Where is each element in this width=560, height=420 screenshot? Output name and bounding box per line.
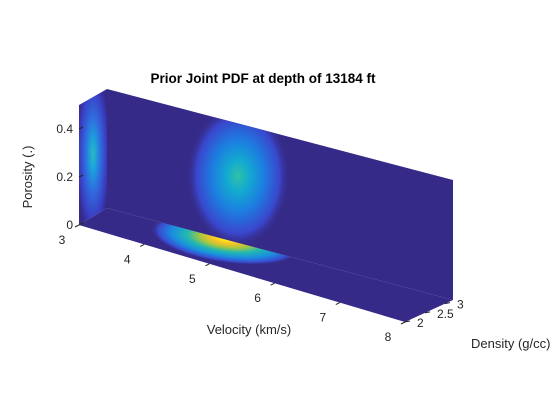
z-tick-label: 0.4	[56, 122, 73, 136]
y-tick-label: 2	[417, 316, 424, 330]
left-wall-slice	[79, 89, 107, 225]
z-axis-label: Porosity (.)	[20, 146, 35, 209]
x-tick	[205, 263, 210, 267]
y-tick	[444, 302, 451, 305]
x-tick-label: 6	[254, 291, 261, 305]
x-tick	[400, 321, 406, 325]
velocity-axis: 3 4 5 6 7 8	[59, 224, 406, 344]
z-tick	[78, 222, 84, 226]
y-tick	[424, 311, 431, 314]
x-axis-label: Velocity (km/s)	[207, 322, 292, 337]
x-tick-label: 3	[59, 233, 66, 247]
density-axis: 22.53	[404, 298, 464, 330]
x-tick	[74, 224, 80, 228]
x-tick-label: 8	[385, 330, 392, 344]
z-tick-label: 0	[66, 218, 73, 232]
x-tick-label: 7	[319, 311, 326, 325]
chart-title: Prior Joint PDF at depth of 13184 ft	[150, 71, 376, 86]
x-tick	[270, 282, 275, 286]
y-tick	[404, 320, 411, 323]
z-tick	[78, 174, 84, 178]
z-tick	[78, 126, 84, 130]
x-tick-label: 4	[124, 252, 131, 266]
x-tick	[335, 302, 341, 306]
y-axis-label: Density (g/cc)	[471, 336, 550, 351]
y-tick-label: 3	[457, 298, 464, 312]
back-wall-slice	[107, 89, 453, 300]
y-tick-label: 2.5	[437, 307, 454, 321]
x-tick-label: 5	[189, 272, 196, 286]
porosity-axis: 0 0.2 0.4	[56, 122, 84, 232]
x-tick	[139, 243, 145, 247]
z-tick-label: 0.2	[56, 170, 73, 184]
